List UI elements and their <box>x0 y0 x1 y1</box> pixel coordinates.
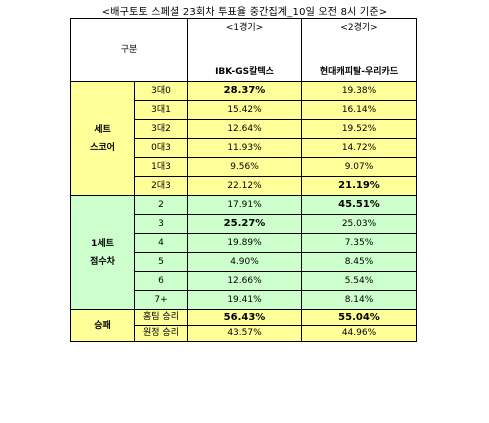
game1-label: <1경기> <box>225 23 264 33</box>
game2-value: 45.51% <box>301 195 417 215</box>
game1-value: 22.12% <box>187 176 302 196</box>
category-label-line1: 1세트 <box>91 238 114 249</box>
table-row: 승패 홈팀 승리 56.43% 55.04% <box>70 309 417 342</box>
game2-team: 현대캐피탈-우리카드 <box>319 67 399 77</box>
game2-header: <2경기> 현대캐피탈-우리카드 <box>301 18 417 82</box>
row-label: 0대3 <box>134 138 188 158</box>
game2-value: 55.04% <box>301 309 417 326</box>
game1-value: 19.41% <box>187 290 302 310</box>
game1-value: 25.27% <box>187 214 302 234</box>
table-header-row: 구분 <1경기> IBK-GS칼텍스 <2경기> 현대캐피탈-우리카드 <box>70 18 417 82</box>
game1-value: 43.57% <box>187 325 302 342</box>
game1-value: 11.93% <box>187 138 302 158</box>
game2-value: 5.54% <box>301 271 417 291</box>
game1-value: 56.43% <box>187 309 302 326</box>
game2-value: 14.72% <box>301 138 417 158</box>
row-label: 4 <box>134 233 188 253</box>
game1-team: IBK-GS칼텍스 <box>215 67 274 77</box>
page-title: <배구토토 스페셜 23회차 투표율 중간집계_10일 오전 8시 기준> <box>101 7 388 18</box>
row-label: 1대3 <box>134 157 188 177</box>
category-label-line2: 스코어 <box>90 142 115 153</box>
row-label: 홈팀 승리 <box>134 309 188 326</box>
table-row: 5 4.90% 8.45% <box>71 252 417 272</box>
row-label: 3 <box>134 214 188 234</box>
game2-label: <2경기> <box>340 23 378 33</box>
row-label: 6 <box>134 271 188 291</box>
table-row: 1세트 점수차 2 17.91% 45.51% <box>70 195 417 310</box>
gubun-label: 구분 <box>120 44 138 55</box>
game2-value: 9.07% <box>301 157 417 177</box>
game2-value: 21.19% <box>301 176 417 196</box>
gubun-header: 구분 <box>70 18 188 82</box>
game2-value: 19.38% <box>301 81 417 101</box>
game1-value: 15.42% <box>187 100 302 120</box>
category-label-line1: 승패 <box>94 320 111 331</box>
game1-value: 4.90% <box>187 252 302 272</box>
game2-value: 25.03% <box>301 214 417 234</box>
game2-value: 8.45% <box>301 252 417 272</box>
row-label: 3대0 <box>134 81 188 101</box>
row-label: 원정 승리 <box>134 325 188 342</box>
game1-value: 12.66% <box>187 271 302 291</box>
category-label-line1: 세트 <box>94 124 111 135</box>
game1-value: 17.91% <box>187 195 302 215</box>
game2-value: 44.96% <box>301 325 417 342</box>
row-label: 2 <box>134 195 188 215</box>
game2-value: 8.14% <box>301 290 417 310</box>
game1-value: 19.89% <box>187 233 302 253</box>
table-row: 4 19.89% 7.35% <box>71 233 417 253</box>
table-row: 2대3 22.12% 21.19% <box>71 176 417 196</box>
game2-value: 19.52% <box>301 119 417 139</box>
table-row: 세트 스코어 3대0 28.37% 19.38% <box>70 81 417 196</box>
game1-value: 9.56% <box>187 157 302 177</box>
row-label: 3대1 <box>134 100 188 120</box>
game1-value: 28.37% <box>187 81 302 101</box>
row-label: 3대2 <box>134 119 188 139</box>
table-row: 0대3 11.93% 14.72% <box>71 138 417 158</box>
game1-header: <1경기> IBK-GS칼텍스 <box>187 18 302 82</box>
row-label: 7+ <box>134 290 188 310</box>
row-label: 2대3 <box>134 176 188 196</box>
game2-value: 7.35% <box>301 233 417 253</box>
table-row: 3대2 12.64% 19.52% <box>71 119 417 139</box>
game2-value: 16.14% <box>301 100 417 120</box>
table-row: 1대3 9.56% 9.07% <box>71 157 417 177</box>
category-label-line2: 점수차 <box>90 256 115 267</box>
table-row: 원정 승리 43.57% 44.96% <box>71 325 417 342</box>
game1-value: 12.64% <box>187 119 302 139</box>
category-cell: 승패 <box>70 309 135 342</box>
table-row: 7+ 19.41% 8.14% <box>71 290 417 310</box>
row-label: 5 <box>134 252 188 272</box>
